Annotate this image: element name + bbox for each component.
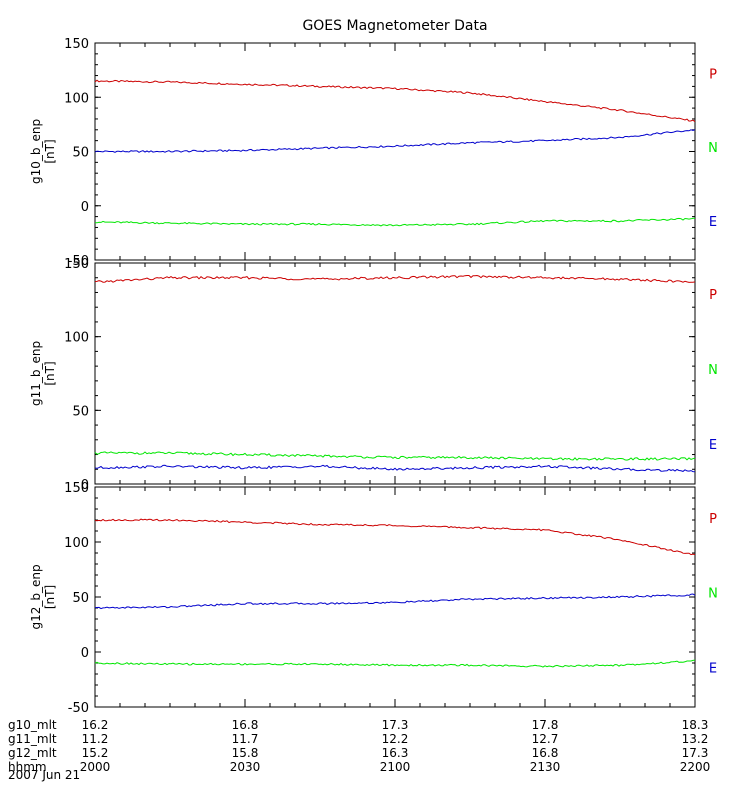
series-line-green [94,451,696,461]
x-row-value: 16.8 [232,718,259,732]
x-row-label: g11_mlt [8,732,57,746]
panel-frame [94,42,696,261]
x-row-value: 2030 [230,760,261,774]
y-tick-label: 100 [64,91,89,106]
y-axis-label: g12_b_enp [29,564,43,629]
legend-label-E: E [709,215,717,230]
y-tick-label: -50 [68,701,89,716]
x-axis-row-g10_mlt: g10_mlt 16.2 16.8 17.3 17.8 18.3 [8,718,708,732]
series-line-blue [94,464,696,473]
x-row-value: 11.2 [82,732,109,746]
x-row-value: 13.2 [682,732,709,746]
x-row-label: g12_mlt [8,746,57,760]
x-row-value: 2130 [530,760,561,774]
legend-label-P: P [709,288,717,303]
x-row-value: 17.3 [682,746,709,760]
legend-label-E: E [709,661,717,676]
series-line-blue [94,129,696,153]
x-row-label: g10_mlt [8,718,57,732]
y-axis-label: g11_b_enp [29,341,43,406]
series-line-P [94,79,696,123]
x-row-value: 2100 [380,760,411,774]
legend-label-E: E [709,438,717,453]
x-row-value: 12.7 [532,732,559,746]
legend-label-N: N [708,141,718,156]
y-tick-label: 150 [64,481,89,496]
y-tick-label: 50 [72,146,89,161]
date-label: 2007 Jun 21 [8,768,80,782]
panel-frame [94,262,696,485]
series-line-P [94,274,696,283]
x-row-value: 16.8 [532,746,559,760]
y-axis-units: [nT] [43,361,57,385]
y-tick-label: 50 [72,591,89,606]
y-tick-label: 50 [72,404,89,419]
x-row-value: 2200 [680,760,711,774]
x-axis-row-g12_mlt: g12_mlt 15.2 15.8 16.3 16.8 17.3 [8,746,708,760]
y-tick-label: -50 [68,254,89,269]
series-line-P [94,518,696,556]
y-tick-label: 100 [64,331,89,346]
x-row-value: 11.7 [232,732,259,746]
y-tick-label: 150 [64,257,89,272]
y-axis-label: g10_b_enp [29,119,43,184]
x-row-value: 15.2 [82,746,109,760]
y-axis-units: [nT] [43,139,57,163]
y-tick-label: 0 [81,200,89,215]
legend-label-P: P [709,512,717,527]
x-row-value: 12.2 [382,732,409,746]
legend-label-N: N [708,363,718,378]
x-row-value: 16.2 [82,718,109,732]
x-row-value: 16.3 [382,746,409,760]
legend-label-P: P [709,67,717,82]
x-row-value: 18.3 [682,718,709,732]
y-axis-units: [nT] [43,585,57,609]
chart-title: GOES Magnetometer Data [302,18,487,34]
x-row-label: hhmm [8,760,47,774]
x-row-value: 17.8 [532,718,559,732]
y-tick-label: 100 [64,536,89,551]
x-row-value: 2000 [80,760,111,774]
panel-g12: -50 0 50 100 150 g12_b_enp [nT] P N E [29,481,718,716]
x-axis-row-hhmm: hhmm 2000 2030 2100 2130 2200 [8,760,710,774]
y-tick-label: 0 [81,646,89,661]
x-row-value: 17.3 [382,718,409,732]
x-axis-rows: g10_mlt 16.2 16.8 17.3 17.8 18.3 g11_mlt 11.2 11… [8,718,710,774]
panel-g11: 0 50 100 150 g11_b_enp [nT] P N E [29,257,718,493]
legend-label-N: N [708,587,718,602]
y-tick-label: 0 [81,478,89,493]
series-line-green [94,659,696,668]
series-line-blue [94,593,696,610]
panel-g10: -50 0 50 100 150 g10_b_enp [nT] P N E [29,37,718,269]
series-line-green [95,217,695,227]
x-axis-row-g11_mlt: g11_mlt 11.2 11.7 12.2 12.7 13.2 [8,732,708,746]
x-row-value: 15.8 [232,746,259,760]
y-tick-label: 150 [64,37,89,52]
